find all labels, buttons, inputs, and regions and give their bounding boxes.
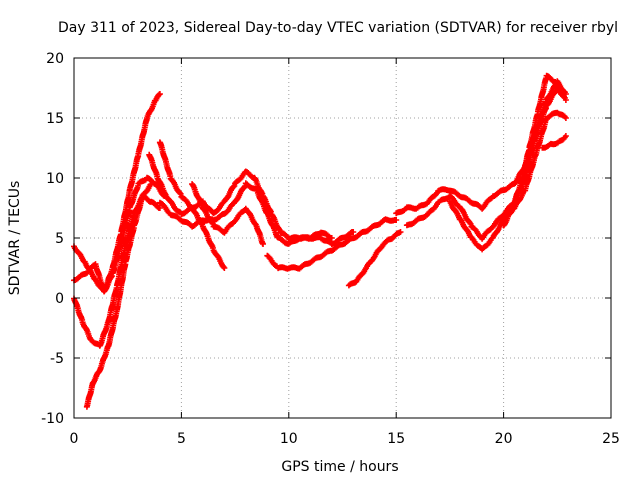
x-tick-label: 0 bbox=[70, 431, 79, 447]
x-axis-label: GPS time / hours bbox=[281, 459, 398, 475]
series-markers bbox=[403, 84, 569, 242]
y-tick-label: 15 bbox=[46, 111, 64, 127]
series-markers bbox=[539, 133, 569, 151]
series-track-5 bbox=[146, 151, 357, 248]
series-track-8 bbox=[189, 181, 267, 247]
y-axis-label: SDTVAR / TECUs bbox=[7, 181, 23, 296]
series-markers bbox=[156, 139, 228, 271]
series-track-10 bbox=[345, 229, 404, 289]
series-track-3 bbox=[71, 192, 163, 349]
plot-area bbox=[71, 72, 569, 410]
x-tick-label: 20 bbox=[495, 431, 513, 447]
series-track-7 bbox=[156, 139, 228, 271]
series-markers bbox=[345, 229, 404, 289]
series-markers bbox=[189, 181, 267, 247]
series-track-9 bbox=[264, 216, 400, 272]
y-tick-label: -5 bbox=[50, 351, 64, 367]
series-track-12 bbox=[403, 84, 569, 242]
series-track-13 bbox=[446, 109, 569, 253]
y-tick-label: 0 bbox=[55, 291, 64, 307]
y-tick-label: 5 bbox=[55, 231, 64, 247]
series-markers bbox=[264, 216, 400, 272]
x-tick-label: 15 bbox=[387, 431, 405, 447]
y-tick-label: 20 bbox=[46, 51, 64, 67]
x-tick-label: 25 bbox=[602, 431, 620, 447]
series-markers bbox=[146, 151, 357, 248]
series-track-4 bbox=[83, 181, 155, 410]
series-markers bbox=[446, 109, 569, 253]
x-tick-label: 10 bbox=[280, 431, 298, 447]
axis-ticks: 0 5 10 15 20 25 -10 -5 0 5 10 15 20 bbox=[41, 51, 620, 447]
series-track-15 bbox=[539, 133, 569, 151]
y-tick-label: -10 bbox=[41, 411, 64, 427]
series-markers bbox=[83, 181, 155, 410]
series-track-14 bbox=[500, 72, 567, 229]
chart-title: Day 311 of 2023, Sidereal Day-to-day VTE… bbox=[58, 20, 618, 36]
x-tick-label: 5 bbox=[177, 431, 186, 447]
y-tick-label: 10 bbox=[46, 171, 64, 187]
series-markers bbox=[500, 72, 567, 229]
series-markers bbox=[71, 192, 163, 349]
